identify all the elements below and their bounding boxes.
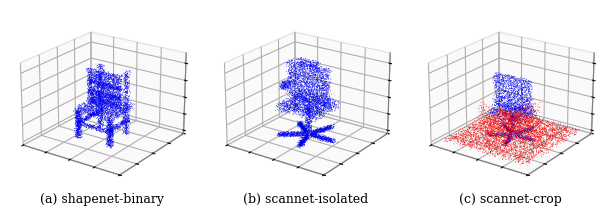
Title: (c) scannet-crop: (c) scannet-crop — [458, 193, 561, 206]
Title: (b) scannet-isolated: (b) scannet-isolated — [244, 193, 368, 206]
Title: (a) shapenet-binary: (a) shapenet-binary — [40, 193, 164, 206]
